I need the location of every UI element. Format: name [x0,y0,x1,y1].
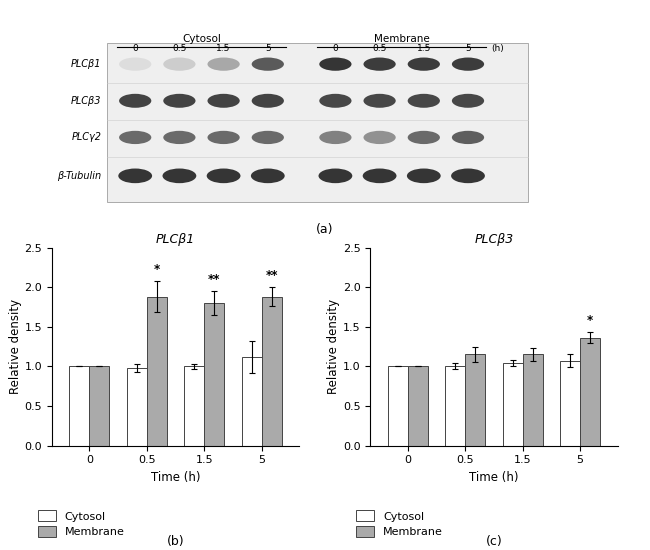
Ellipse shape [118,168,152,183]
Bar [445,366,465,446]
Ellipse shape [363,168,396,183]
Bar [408,366,428,446]
Ellipse shape [408,58,440,71]
Ellipse shape [119,94,151,108]
Bar [70,366,89,446]
X-axis label: Time (h): Time (h) [469,471,519,484]
Text: PLCβ1: PLCβ1 [71,59,101,69]
Text: 0.5: 0.5 [372,43,387,53]
Ellipse shape [163,58,196,71]
Ellipse shape [452,58,484,71]
Text: 5: 5 [465,43,471,53]
Text: 5: 5 [265,43,270,53]
Text: 1.5: 1.5 [216,43,231,53]
Legend: Cytosol, Membrane: Cytosol, Membrane [38,510,124,537]
Ellipse shape [119,131,151,144]
Text: 1.5: 1.5 [417,43,431,53]
Text: β-Tubulin: β-Tubulin [57,171,101,181]
Ellipse shape [363,94,396,108]
Title: PLCβ1: PLCβ1 [156,233,195,246]
Ellipse shape [363,58,396,71]
Bar [242,357,262,446]
Ellipse shape [163,131,196,144]
Text: 0: 0 [133,43,138,53]
Ellipse shape [252,131,284,144]
Bar [523,354,543,446]
Text: PLCγ2: PLCγ2 [72,133,101,142]
Text: Cytosol: Cytosol [182,34,221,44]
Ellipse shape [207,58,240,71]
Bar [184,366,204,446]
Ellipse shape [319,58,352,71]
Ellipse shape [319,94,352,108]
Text: (c): (c) [486,536,502,548]
Text: PLCβ3: PLCβ3 [71,96,101,106]
Ellipse shape [318,168,352,183]
Bar [580,338,600,446]
Ellipse shape [207,168,240,183]
Ellipse shape [407,168,441,183]
Bar [89,366,109,446]
Ellipse shape [207,131,240,144]
Ellipse shape [252,58,284,71]
Text: *: * [153,263,160,276]
X-axis label: Time (h): Time (h) [151,471,200,484]
Text: (a): (a) [317,223,333,236]
Title: PLCβ3: PLCβ3 [474,233,514,246]
Ellipse shape [163,94,196,108]
Bar [388,366,408,446]
Bar [262,296,281,446]
Bar [147,296,167,446]
Text: **: ** [208,273,220,287]
Ellipse shape [162,168,196,183]
Bar [465,354,486,446]
Ellipse shape [363,131,396,144]
Text: (b): (b) [166,536,185,548]
Ellipse shape [319,131,352,144]
Text: 0.5: 0.5 [172,43,187,53]
FancyBboxPatch shape [107,43,528,202]
Text: **: ** [265,270,278,282]
Y-axis label: Relative density: Relative density [327,299,340,394]
Ellipse shape [452,94,484,108]
Y-axis label: Relative density: Relative density [8,299,21,394]
Text: *: * [587,315,593,327]
Text: (h): (h) [491,43,504,53]
Legend: Cytosol, Membrane: Cytosol, Membrane [356,510,443,537]
Ellipse shape [207,94,240,108]
Ellipse shape [119,58,151,71]
Bar [502,363,523,446]
Text: Membrane: Membrane [374,34,430,44]
Ellipse shape [408,94,440,108]
Ellipse shape [452,131,484,144]
Ellipse shape [251,168,285,183]
Bar [127,368,147,446]
Ellipse shape [408,131,440,144]
Bar [204,303,224,446]
Bar [560,361,580,446]
Ellipse shape [252,94,284,108]
Ellipse shape [451,168,485,183]
Text: 0: 0 [333,43,338,53]
